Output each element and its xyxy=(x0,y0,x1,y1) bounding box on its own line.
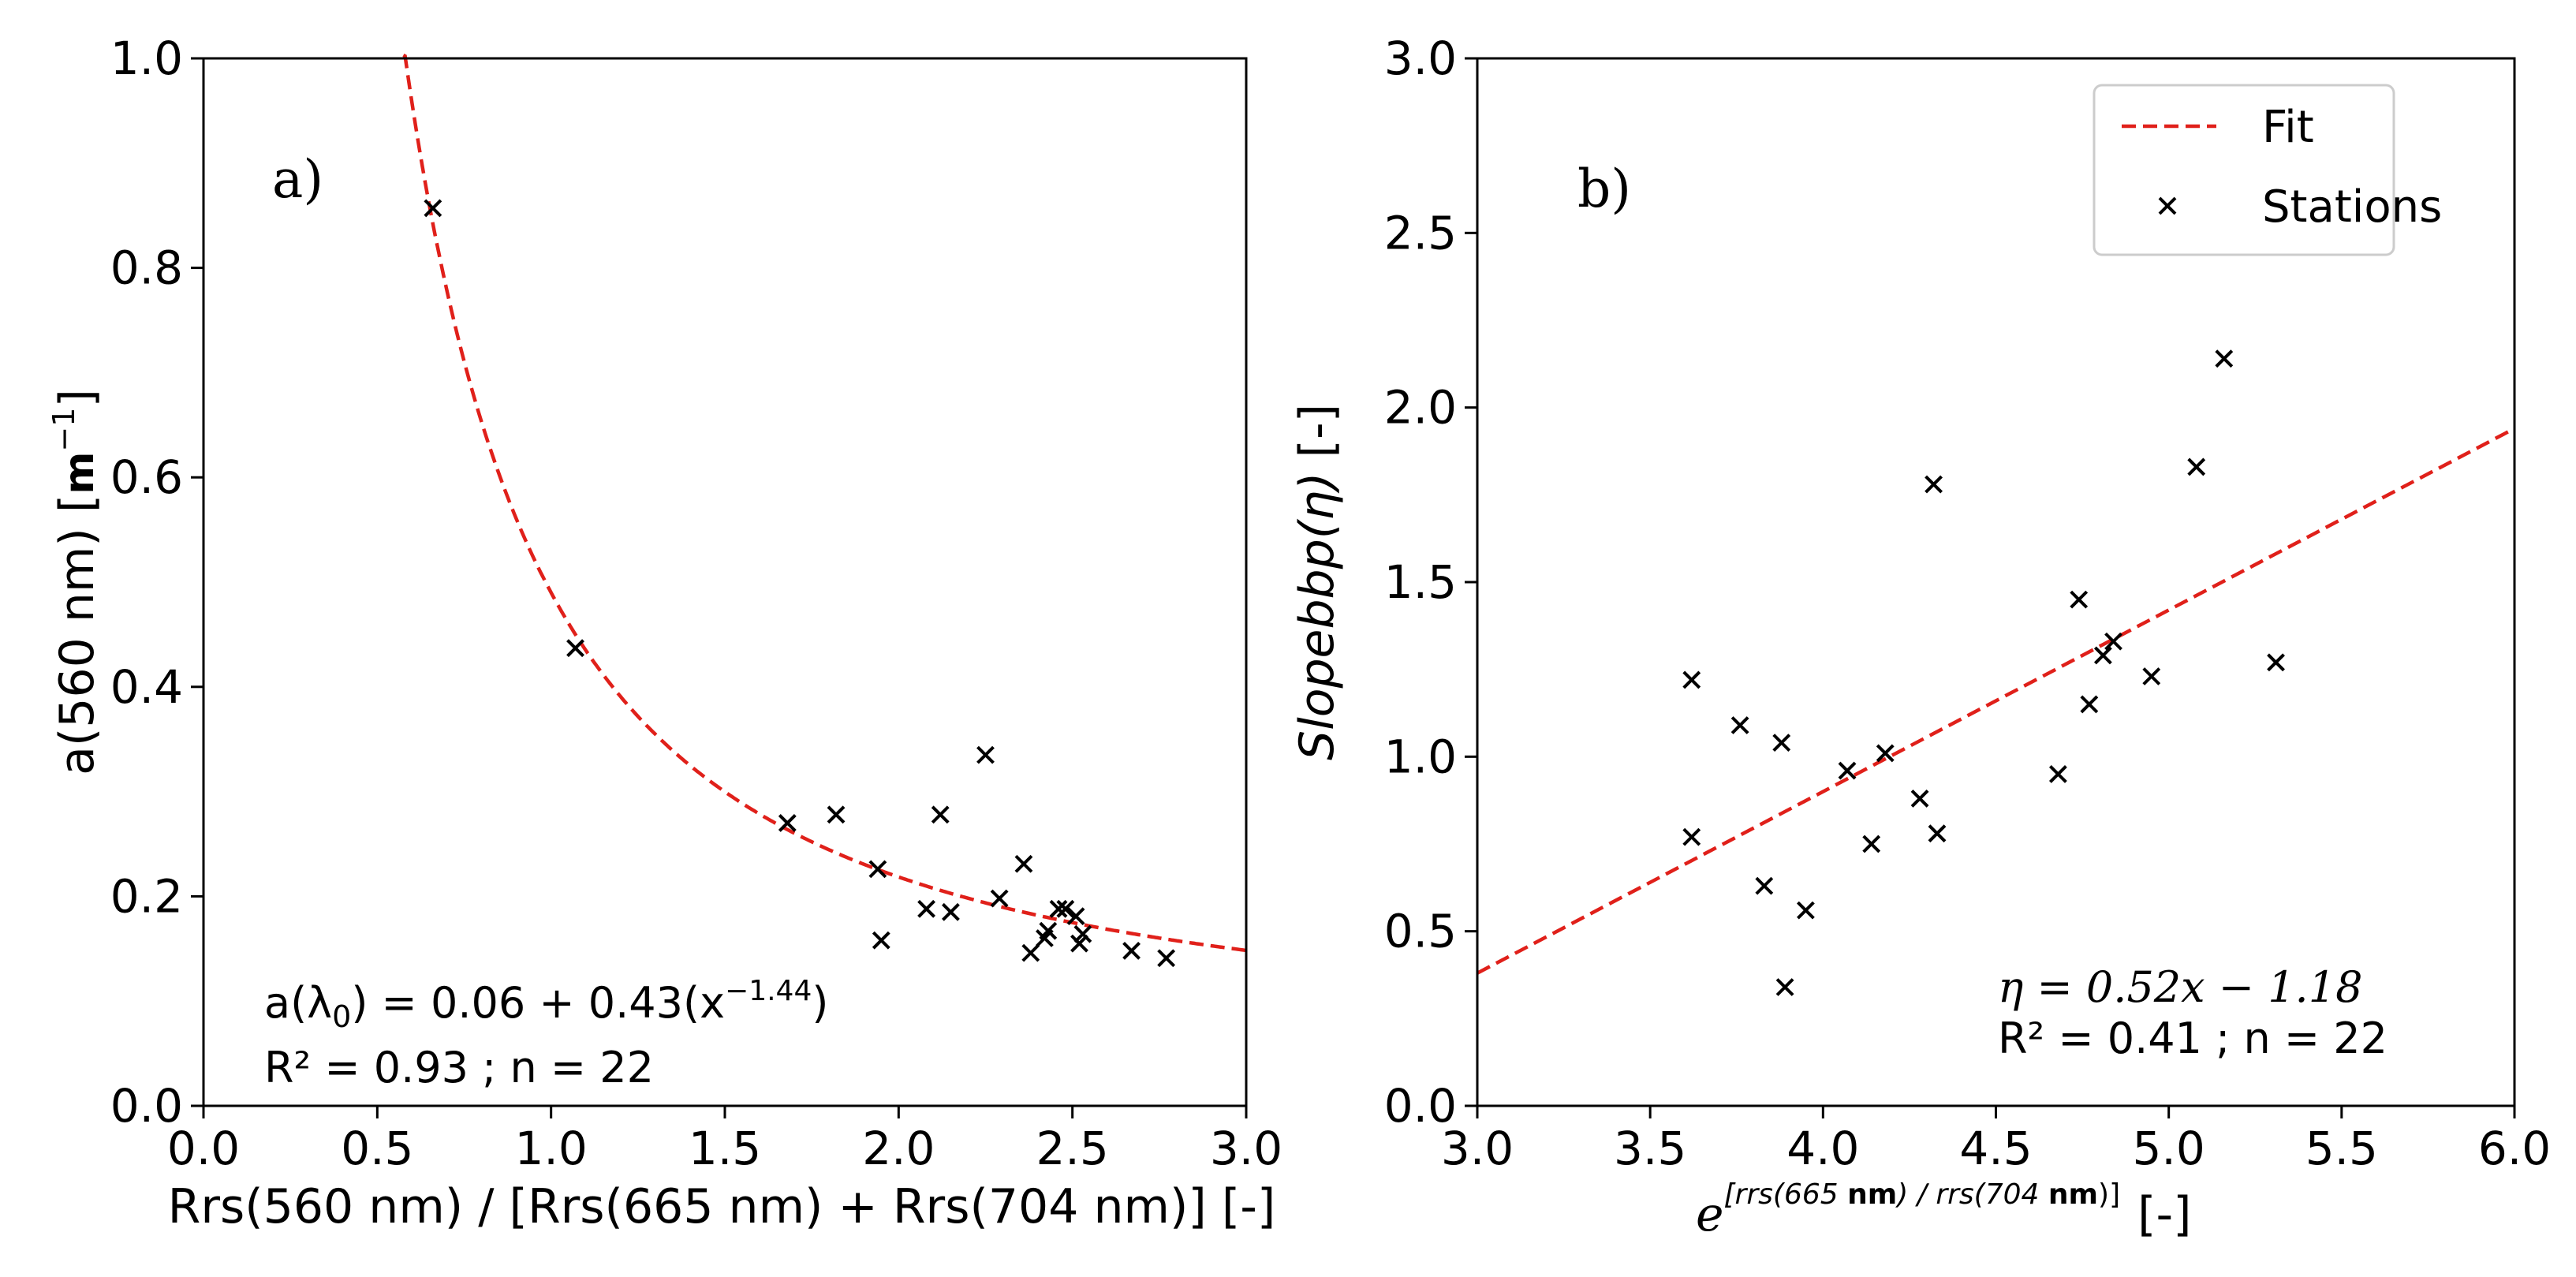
panel-a-station-point xyxy=(1066,907,1085,926)
panel-b-ytick-label: 3.0 xyxy=(1384,32,1457,85)
panel-b-ticks: 3.0 3.5 4.0 4.5 5.0 5.5 6.0 0.0 0.5 1.0 1.5 2.0 2.5 3… xyxy=(1384,32,2551,1175)
panel-b-station-point xyxy=(2080,695,2099,714)
panel-b-xtick-label: 5.0 xyxy=(2133,1122,2205,1175)
panel-a-station-point xyxy=(990,889,1009,908)
panel-b-station-point xyxy=(2048,765,2067,783)
panel-b: 3.0 3.5 4.0 4.5 5.0 5.5 6.0 0.0 0.5 1.0 1.5 2.0 2.5 3… xyxy=(1290,32,2551,1242)
panel-b-r2: R² = 0.41 ; n = 22 xyxy=(1998,1014,2387,1063)
panel-a-station-point xyxy=(1122,942,1141,960)
panel-a-station-point xyxy=(1157,949,1176,968)
panel-b-station-point xyxy=(2104,632,2122,651)
panel-a-ytick-label: 0.6 xyxy=(110,450,183,504)
panel-a-xtick-label: 2.5 xyxy=(1036,1122,1109,1175)
panel-b-xtick-label: 6.0 xyxy=(2478,1122,2551,1175)
panel-a-ytick-label: 0.8 xyxy=(110,241,183,295)
panel-b-xtick-label: 4.5 xyxy=(1959,1122,2032,1175)
panel-b-station-point xyxy=(2267,653,2285,672)
panel-b-station-point xyxy=(1910,790,1929,808)
panel-a-station-point xyxy=(942,902,960,921)
panel-b-xtick-label: 5.5 xyxy=(2305,1122,2378,1175)
panel-b-station-point xyxy=(1775,978,1794,996)
panel-a-station-point xyxy=(917,899,936,918)
panel-b-axes-frame xyxy=(1476,57,2516,1107)
panel-b-xtick-label: 3.5 xyxy=(1614,1122,1686,1175)
panel-a-label: a) xyxy=(272,149,323,210)
panel-a-xtick-label: 3.0 xyxy=(1210,1122,1282,1175)
panel-a-ylabel: a(560 nm) [m−1] xyxy=(47,389,105,775)
panel-a-station-point xyxy=(1049,899,1068,918)
panel-b-equation: η = 0.52x − 1.18 xyxy=(1998,962,2362,1012)
panel-a-station-point xyxy=(868,860,887,879)
panel-b-station-point xyxy=(1755,876,1774,895)
panel-b-station-point xyxy=(2215,349,2234,368)
panel-a-station-point xyxy=(827,805,846,824)
panel-a-points xyxy=(424,199,1176,968)
legend-fit-label: Fit xyxy=(2262,102,2314,153)
panel-a-axes-frame xyxy=(202,57,1248,1107)
legend-stations-swatch xyxy=(2158,196,2177,215)
panel-a-fit-curve xyxy=(402,53,1247,953)
panel-b-xlabel: e[rrs(665 nm) / rrs(704 nm)] [-] xyxy=(1696,1178,2192,1242)
legend: Fit Stations xyxy=(2093,84,2442,256)
panel-a-xtick-label: 1.0 xyxy=(515,1122,588,1175)
panel-a-station-point xyxy=(1021,943,1040,962)
panel-b-label: b) xyxy=(1577,159,1631,219)
panel-a-station-point xyxy=(1073,924,1092,943)
panel-a-station-point xyxy=(1014,854,1033,873)
panel-b-station-point xyxy=(2142,667,2161,685)
panel-b-station-point xyxy=(2187,457,2206,476)
panel-a-station-point xyxy=(872,931,890,950)
panel-a-equation: a(λ0) = 0.06 + 0.43(x−1.44) xyxy=(264,975,828,1034)
panel-b-points xyxy=(1682,349,2285,996)
panel-b-station-point xyxy=(1730,716,1749,734)
panel-a-ticks: 0.0 0.5 1.0 1.5 2.0 2.5 3.0 0.0 0.2 0.4 0.6 0.8 1.0 xyxy=(110,32,1282,1175)
panel-a-ytick-label: 0.2 xyxy=(110,869,183,923)
panel-b-station-point xyxy=(1682,670,1701,689)
panel-b-ytick-label: 1.0 xyxy=(1384,730,1457,783)
panel-b-xtick-label: 3.0 xyxy=(1441,1122,1514,1175)
panel-a-ytick-label: 0.4 xyxy=(110,660,183,714)
panel-a-station-point xyxy=(566,639,584,658)
panel-b-ytick-label: 2.0 xyxy=(1384,381,1457,435)
panel-a-xtick-label: 1.5 xyxy=(689,1122,761,1175)
panel-b-station-point xyxy=(1682,827,1701,846)
panel-b-ylabel: Slopebbp(η)[-] xyxy=(1290,404,1345,760)
panel-a-station-point xyxy=(976,745,995,764)
panel-b-station-point xyxy=(1925,475,1943,494)
panel-b-station-point xyxy=(1876,744,1895,763)
panel-b-ytick-label: 1.5 xyxy=(1384,555,1457,609)
panel-b-station-point xyxy=(1772,734,1791,752)
panel-b-station-point xyxy=(1862,835,1881,853)
panel-a-station-point xyxy=(1039,921,1058,940)
panel-a-station-point xyxy=(931,805,950,824)
panel-b-station-point xyxy=(1838,761,1857,780)
legend-stations-label: Stations xyxy=(2262,181,2442,233)
panel-a-xtick-label: 0.0 xyxy=(167,1122,240,1175)
panel-b-ytick-label: 0.5 xyxy=(1384,905,1457,958)
panel-b-xtick-label: 4.0 xyxy=(1786,1122,1859,1175)
panel-a-r2: R² = 0.93 ; n = 22 xyxy=(264,1043,654,1092)
panel-b-station-point xyxy=(2093,646,2112,665)
panel-a-xtick-label: 0.5 xyxy=(341,1122,413,1175)
panel-b-ytick-label: 0.0 xyxy=(1384,1079,1457,1133)
panel-a-ytick-label: 0.0 xyxy=(110,1079,183,1133)
panel-a-station-point xyxy=(424,199,442,218)
panel-a-station-point xyxy=(778,814,797,832)
panel-a-station-point xyxy=(1056,899,1075,918)
panel-a-xtick-label: 2.0 xyxy=(862,1122,935,1175)
panel-b-station-point xyxy=(1928,824,1947,843)
panel-b-station-point xyxy=(1797,901,1815,920)
panel-b-fit-line xyxy=(1476,427,2516,975)
panel-a-ytick-label: 1.0 xyxy=(110,32,183,85)
panel-a-xlabel: Rrs(560 nm) / [Rrs(665 nm) + Rrs(704 nm)… xyxy=(168,1179,1276,1234)
panel-a-station-point xyxy=(1070,934,1088,953)
panel-a: 0.0 0.5 1.0 1.5 2.0 2.5 3.00.00.20.40.60.81.0 … xyxy=(47,32,1282,1234)
panel-b-ytick-label: 2.5 xyxy=(1384,206,1457,260)
panel-b-station-point xyxy=(2070,590,2089,609)
